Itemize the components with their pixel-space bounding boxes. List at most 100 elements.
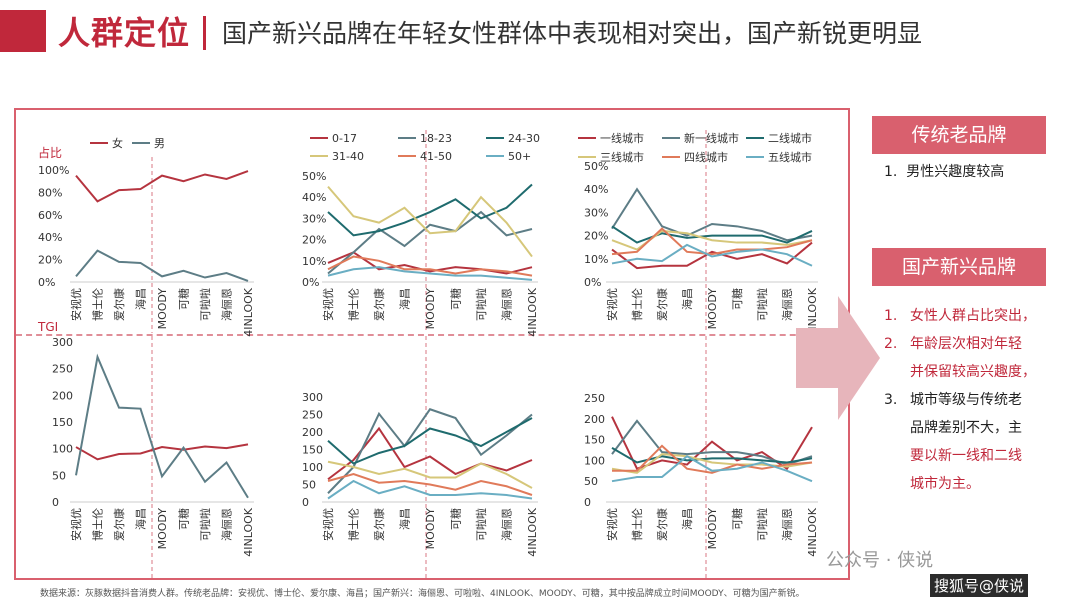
y-tick-label: 30% <box>302 212 326 225</box>
legend-label: 男 <box>154 137 165 150</box>
legend-label: 18-23 <box>420 132 452 145</box>
x-tick-label: 爱尔康 <box>372 508 386 541</box>
x-tick-label: 可糖 <box>730 508 744 530</box>
point-row: 2. 年龄层次相对年轻 <box>884 330 1036 358</box>
x-tick-label: 海昌 <box>398 288 412 310</box>
legend-label: 五线城市 <box>768 150 812 164</box>
x-tick-label: 可啦啦 <box>474 288 488 321</box>
series-line-新一线城市 <box>611 187 813 242</box>
legend-label: 50+ <box>508 150 531 163</box>
x-tick-label: 博士伦 <box>91 288 105 321</box>
series-line-41-50 <box>327 255 533 277</box>
point-row: 1. 女性人群占比突出， <box>884 302 1036 330</box>
x-tick-label: 4INLOOK <box>242 287 255 337</box>
y-tick-label: 100 <box>52 443 73 456</box>
x-tick-label: 安视优 <box>321 288 335 321</box>
series-line-24-30 <box>327 183 533 237</box>
x-tick-label: 海昌 <box>680 508 694 530</box>
y-tick-label: 0% <box>38 276 55 289</box>
series-line-五线城市 <box>611 455 813 483</box>
x-tick-label: 安视优 <box>605 288 619 321</box>
point-text: 品牌差别不大，主 <box>910 420 1022 436</box>
point-num: 1. <box>884 308 898 324</box>
legend-label: 新一线城市 <box>684 131 739 145</box>
chart-gender-tgi: 0 50 100 150 200 250 300 安视优 博士伦 爱尔康 海昌 MOODY 可糖 可啦啦海… <box>37 320 255 580</box>
x-tick-label: 海俪恩 <box>500 288 514 321</box>
x-tick-label: 可啦啦 <box>755 288 769 321</box>
y-tick-label: 60% <box>38 209 62 222</box>
x-tick-label: 博士伦 <box>630 288 644 321</box>
x-tick-label: MOODY <box>706 288 719 330</box>
x-tick-label: 4INLOOK <box>806 507 819 557</box>
legend-label: 二线城市 <box>768 131 812 145</box>
y-tick-label: 20% <box>584 230 608 243</box>
x-tick-label: 安视优 <box>69 508 83 541</box>
series-line-二线城市 <box>611 225 813 244</box>
y-tick-label: 150 <box>584 434 605 447</box>
legend-label: 24-30 <box>508 132 540 145</box>
charts-divider <box>16 334 846 336</box>
point-text: 年龄层次相对年轻 <box>910 336 1022 352</box>
x-tick-label: 海俪恩 <box>220 288 234 321</box>
legend-label: 0-17 <box>332 132 357 145</box>
legend-label: 41-50 <box>420 150 452 163</box>
x-tick-label: 爱尔康 <box>112 288 126 321</box>
y-tick-label: 0% <box>302 276 319 289</box>
traditional-points: 1. 男性兴趣度较高 <box>884 158 1004 186</box>
x-tick-label: 博士伦 <box>91 508 105 541</box>
point-text: 女性人群占比突出， <box>910 308 1036 324</box>
y-tick-label: 250 <box>52 363 73 376</box>
point-text: 城市为主。 <box>910 476 980 492</box>
series-line-二线城市 <box>611 447 813 464</box>
x-tick-label: 海昌 <box>680 288 694 310</box>
series-line-41-50 <box>327 472 533 496</box>
right-arrow-icon <box>796 296 880 420</box>
legend-label: 四线城市 <box>684 150 728 164</box>
point-num: 1. <box>884 164 898 180</box>
x-tick-label: 4INLOOK <box>526 287 539 337</box>
y-tick-label: 150 <box>302 444 323 457</box>
y-tick-label: 100 <box>302 461 323 474</box>
x-tick-label: 4INLOOK <box>526 507 539 557</box>
legend-label: 女 <box>112 136 123 150</box>
y-tick-label: 100% <box>38 164 69 177</box>
y-tick-label: 200 <box>302 426 323 439</box>
x-tick-label: 可啦啦 <box>198 508 212 541</box>
page-subtitle: 国产新兴品牌在年轻女性群体中表现相对突出，国产新锐更明显 <box>222 19 923 48</box>
emerging-points: 1. 女性人群占比突出， 2. 年龄层次相对年轻 并保留较高兴趣度， 3. 城市等级与… <box>884 302 1036 498</box>
x-tick-label: MOODY <box>424 508 437 550</box>
chart-city-share: 0% 10% 20% 30% 40% 50% 安视优 博士伦 爱尔康 海昌 MOODY 可糖 可啦啦 海俪… <box>578 130 819 337</box>
series-line-女 <box>75 170 249 203</box>
point-row: 1. 男性兴趣度较高 <box>884 158 1004 186</box>
y-tick-label: 0% <box>584 276 601 289</box>
y-tick-label: 80% <box>38 186 62 199</box>
point-row: 要以新一线和二线 <box>884 442 1036 470</box>
y-tick-label: 200 <box>52 389 73 402</box>
traditional-brand-label: 传统老品牌 <box>872 116 1046 154</box>
x-tick-label: 4INLOOK <box>242 507 255 557</box>
series-line-四线城市 <box>612 444 813 474</box>
y-tick-label: 50 <box>584 475 598 488</box>
x-tick-label: 博士伦 <box>347 288 361 321</box>
y-tick-label: 30% <box>584 206 608 219</box>
x-tick-label: 可糖 <box>449 508 463 530</box>
y-tick-label: 20% <box>38 254 62 267</box>
series-line-女 <box>75 443 249 461</box>
x-tick-label: 海俪恩 <box>500 508 514 541</box>
legend-label: 31-40 <box>332 150 364 163</box>
x-tick-label: 4INLOOK <box>806 287 819 337</box>
series-line-50+ <box>327 479 533 500</box>
x-tick-label: MOODY <box>706 508 719 550</box>
series-line-18-23 <box>327 408 533 494</box>
y-tick-label: 0 <box>302 496 309 509</box>
emerging-brand-label: 国产新兴品牌 <box>872 248 1046 286</box>
x-tick-label: 可糖 <box>449 288 463 310</box>
point-num: 3. <box>884 392 898 408</box>
series-line-五线城市 <box>611 243 813 267</box>
series-line-一线城市 <box>611 241 813 270</box>
x-tick-label: 海俪恩 <box>780 288 794 321</box>
point-row: 3. 城市等级与传统老 <box>884 386 1036 414</box>
point-row: 并保留较高兴趣度， <box>884 358 1036 386</box>
y-tick-label: 200 <box>584 413 605 426</box>
